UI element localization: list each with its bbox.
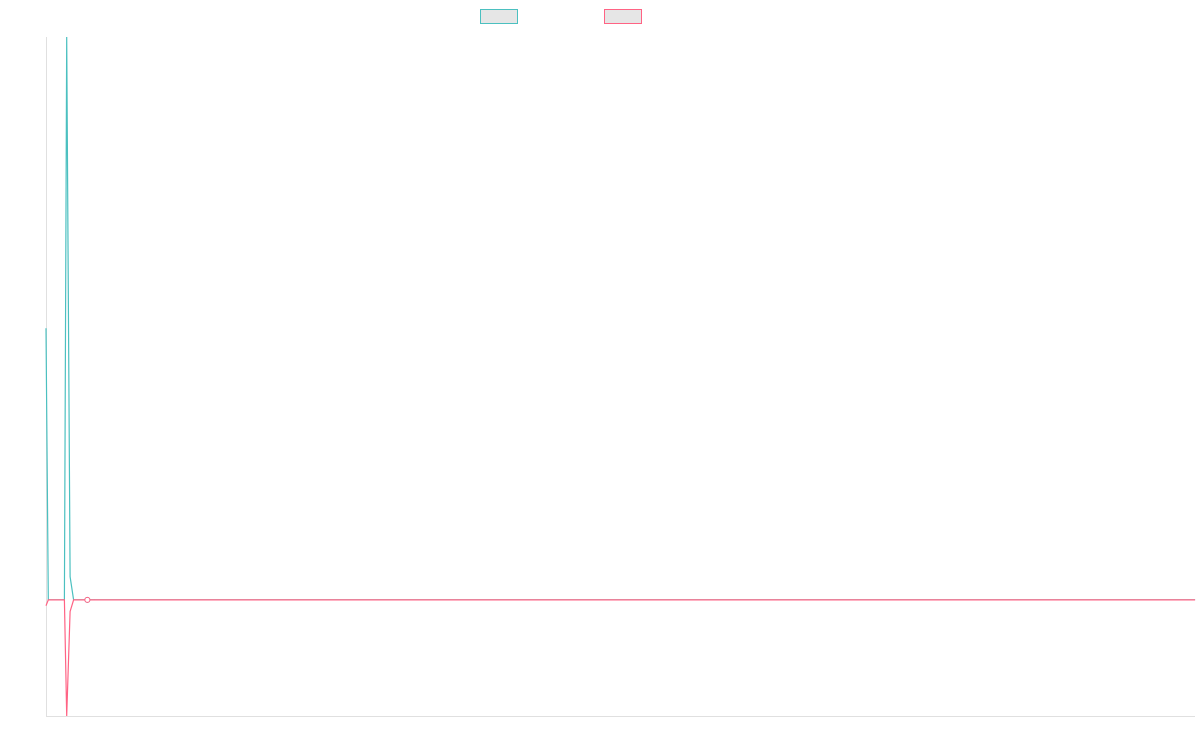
legend-item-series-1[interactable] — [480, 9, 518, 24]
series-1-line — [45, 36, 1195, 601]
legend-item-series-2[interactable] — [604, 9, 642, 24]
series-2-point[interactable] — [84, 596, 91, 603]
series-2-line — [45, 599, 1195, 717]
legend — [0, 9, 1200, 27]
